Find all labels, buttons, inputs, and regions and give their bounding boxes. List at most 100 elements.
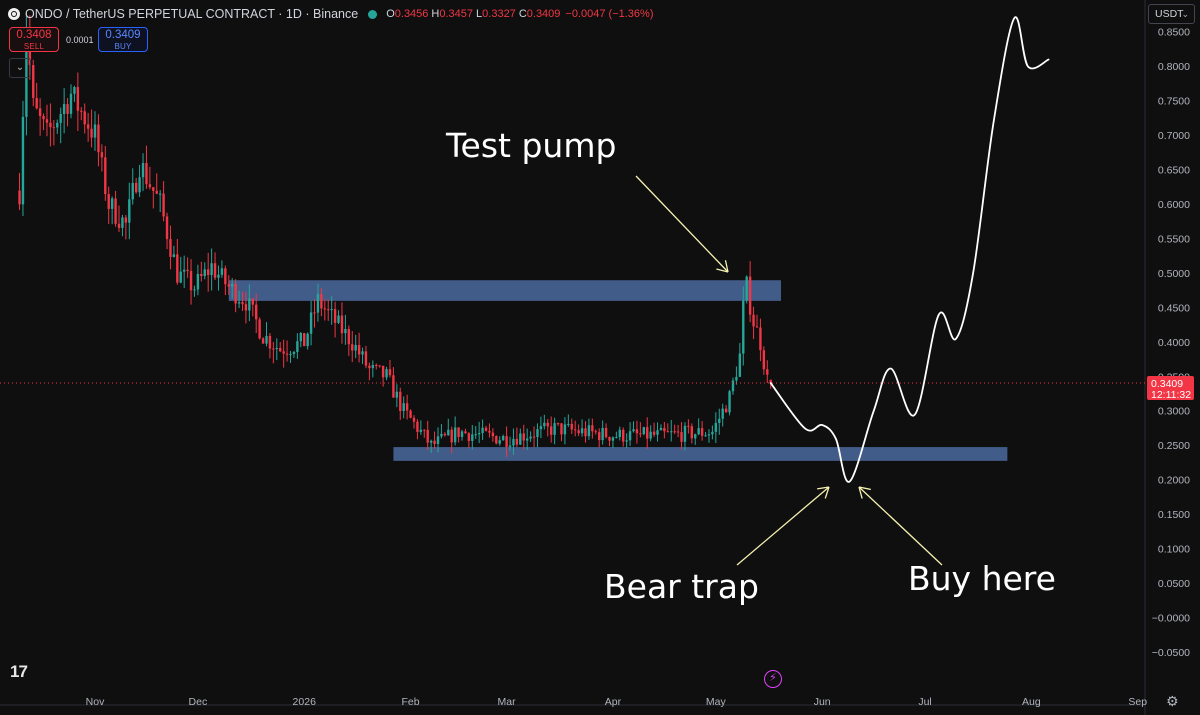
candle[interactable]	[258, 317, 261, 340]
candle[interactable]	[450, 426, 453, 454]
candle[interactable]	[388, 359, 392, 378]
candle[interactable]	[347, 325, 351, 356]
candle[interactable]	[32, 59, 35, 107]
candle[interactable]	[392, 367, 395, 398]
candle[interactable]	[399, 387, 402, 420]
candle[interactable]	[90, 109, 93, 148]
candle[interactable]	[80, 107, 83, 121]
candle[interactable]	[152, 187, 155, 209]
candle[interactable]	[327, 299, 330, 321]
candle[interactable]	[213, 252, 217, 281]
candle[interactable]	[244, 291, 248, 324]
candle[interactable]	[323, 299, 327, 321]
candle[interactable]	[700, 421, 704, 441]
candle[interactable]	[231, 278, 234, 299]
candle[interactable]	[344, 314, 347, 345]
candle[interactable]	[182, 255, 186, 288]
candle[interactable]	[745, 275, 748, 304]
candle[interactable]	[649, 425, 652, 442]
candle[interactable]	[625, 433, 628, 449]
candle[interactable]	[443, 432, 447, 437]
candle[interactable]	[680, 422, 683, 450]
candle[interactable]	[162, 181, 165, 222]
candle[interactable]	[556, 422, 560, 427]
symbol-header[interactable]: ONDO / TetherUS PERPETUAL CONTRACT · 1D …	[8, 5, 654, 23]
candle[interactable]	[395, 384, 399, 408]
tradingview-logo-icon[interactable]: 17	[10, 662, 28, 681]
candle[interactable]	[687, 419, 690, 434]
candle[interactable]	[251, 298, 254, 317]
candle[interactable]	[423, 429, 426, 438]
candle[interactable]	[35, 82, 38, 110]
candle[interactable]	[368, 362, 371, 381]
candle[interactable]	[666, 423, 670, 433]
candle[interactable]	[316, 283, 320, 322]
candle[interactable]	[59, 107, 62, 144]
candle[interactable]	[217, 265, 220, 291]
candle[interactable]	[759, 318, 762, 362]
candle[interactable]	[690, 423, 694, 444]
candle[interactable]	[495, 435, 498, 445]
candle[interactable]	[320, 287, 323, 317]
candle[interactable]	[134, 178, 138, 194]
candle[interactable]	[563, 417, 567, 445]
candle[interactable]	[707, 429, 711, 443]
candle[interactable]	[179, 256, 182, 284]
candle[interactable]	[574, 420, 577, 437]
candle[interactable]	[748, 261, 752, 323]
candle[interactable]	[694, 433, 697, 445]
candle[interactable]	[121, 214, 124, 237]
candle[interactable]	[340, 302, 344, 344]
candle[interactable]	[272, 341, 275, 364]
candle[interactable]	[536, 423, 539, 448]
candle[interactable]	[110, 196, 114, 225]
candle[interactable]	[584, 421, 587, 443]
candle[interactable]	[752, 306, 755, 340]
candle[interactable]	[549, 416, 553, 443]
candle[interactable]	[107, 186, 110, 224]
candle[interactable]	[56, 119, 59, 134]
candle[interactable]	[659, 424, 663, 431]
candle[interactable]	[203, 262, 206, 280]
candle[interactable]	[385, 366, 388, 381]
lightning-icon[interactable]: ⚡	[764, 670, 782, 688]
candle[interactable]	[165, 212, 169, 250]
candle[interactable]	[196, 264, 200, 296]
candle[interactable]	[580, 419, 584, 437]
candle[interactable]	[591, 418, 594, 439]
candle[interactable]	[97, 114, 100, 167]
candle[interactable]	[148, 166, 152, 190]
candle[interactable]	[419, 420, 423, 435]
candle[interactable]	[433, 431, 436, 449]
candle[interactable]	[381, 365, 385, 387]
candle[interactable]	[138, 164, 141, 197]
candle[interactable]	[738, 342, 742, 378]
candle[interactable]	[224, 265, 227, 296]
candle[interactable]	[656, 422, 659, 442]
candle[interactable]	[522, 424, 525, 450]
candle[interactable]	[206, 252, 210, 292]
candle[interactable]	[268, 333, 272, 359]
candle[interactable]	[155, 173, 158, 195]
candle[interactable]	[735, 366, 738, 385]
candle[interactable]	[515, 427, 519, 447]
candle[interactable]	[652, 422, 656, 437]
candle[interactable]	[145, 145, 148, 189]
candle[interactable]	[670, 419, 673, 442]
buy-button[interactable]: 0.3409 BUY	[98, 27, 148, 52]
candle[interactable]	[45, 104, 49, 137]
candle[interactable]	[38, 98, 42, 136]
gear-icon[interactable]: ⚙	[1166, 693, 1179, 709]
candle[interactable]	[429, 439, 433, 453]
candle[interactable]	[128, 182, 131, 240]
candle[interactable]	[525, 428, 529, 450]
candle[interactable]	[313, 299, 316, 328]
candle[interactable]	[265, 322, 268, 347]
candle[interactable]	[193, 285, 196, 297]
candle[interactable]	[303, 333, 306, 347]
candle[interactable]	[361, 347, 364, 365]
candle[interactable]	[131, 168, 134, 205]
candle[interactable]	[447, 418, 450, 436]
candle[interactable]	[371, 360, 375, 378]
candle[interactable]	[255, 293, 258, 333]
